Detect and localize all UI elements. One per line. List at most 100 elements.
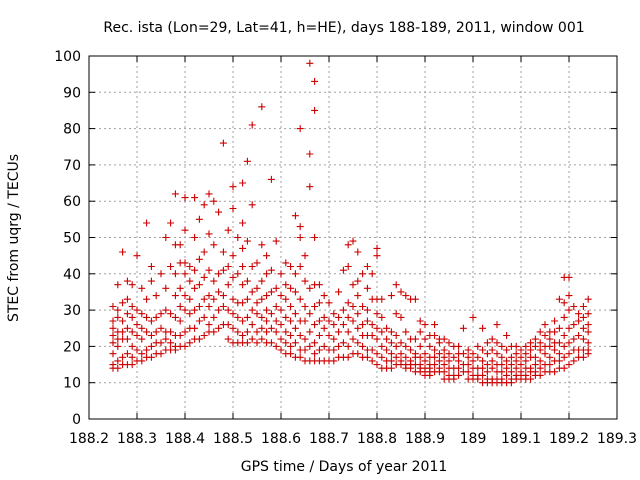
data-point (200, 332, 208, 339)
data-point (301, 277, 309, 285)
x-axis-title: GPS time / Days of year 2011 (241, 459, 448, 475)
data-point (531, 361, 539, 369)
data-point (339, 321, 347, 329)
data-point (239, 332, 247, 339)
data-point (387, 292, 395, 300)
y-tick-label: 10 (63, 376, 81, 392)
data-point (215, 270, 223, 278)
data-point (407, 346, 415, 354)
data-point (171, 313, 179, 321)
data-point (397, 313, 405, 321)
data-point (109, 324, 117, 332)
data-point (560, 342, 568, 350)
data-point (517, 353, 525, 361)
data-point (176, 317, 184, 325)
data-point (248, 335, 256, 343)
data-point (109, 350, 117, 358)
data-point (181, 226, 189, 234)
data-point (191, 266, 199, 274)
data-point (531, 335, 539, 343)
x-tick-label: 189 (460, 431, 487, 447)
data-point (128, 328, 136, 336)
data-point (435, 350, 443, 358)
data-point (263, 270, 271, 278)
data-point (248, 288, 256, 296)
data-point (584, 310, 592, 318)
data-point (219, 139, 227, 147)
data-point (383, 335, 391, 343)
data-point (306, 59, 314, 67)
data-point (498, 375, 506, 383)
data-point (531, 368, 539, 376)
data-point (402, 328, 410, 336)
data-point (181, 270, 189, 278)
data-point (282, 295, 290, 303)
data-point (287, 263, 295, 270)
data-point (373, 244, 381, 252)
x-axis: 188.2 188.3 188.4 188.5 188.6 188.7 188.8 188.9… (69, 56, 637, 447)
data-point (579, 353, 587, 361)
data-point (397, 350, 405, 358)
data-point (392, 310, 400, 318)
data-point (267, 175, 275, 183)
data-point (272, 342, 280, 350)
data-point (243, 277, 251, 285)
data-point (171, 190, 179, 198)
data-point (157, 339, 165, 347)
data-point (507, 353, 515, 361)
data-point (210, 197, 218, 205)
data-point (253, 310, 261, 318)
data-point (138, 350, 146, 358)
data-point (320, 324, 328, 332)
data-point (272, 237, 280, 245)
data-point (263, 292, 271, 300)
data-point (114, 357, 122, 365)
data-point (531, 342, 539, 350)
data-point (229, 295, 237, 303)
data-point (186, 310, 194, 318)
data-point (335, 342, 343, 350)
data-point (522, 357, 530, 365)
data-point (498, 342, 506, 350)
data-point (498, 368, 506, 376)
x-tick-label: 189.3 (597, 431, 637, 447)
data-point (306, 183, 314, 191)
data-point (181, 342, 189, 350)
data-point (195, 281, 203, 289)
data-point (392, 342, 400, 350)
data-point (474, 353, 482, 361)
data-point (291, 212, 299, 220)
data-point (239, 299, 247, 307)
data-point (368, 321, 376, 329)
data-point (512, 350, 520, 358)
data-point (291, 324, 299, 332)
data-point (138, 335, 146, 343)
data-point (162, 234, 170, 241)
data-point (522, 371, 530, 379)
data-point (565, 339, 573, 347)
data-point (253, 284, 261, 292)
data-point (253, 328, 261, 336)
data-point (339, 266, 347, 274)
data-point (565, 273, 573, 281)
data-point (186, 295, 194, 303)
data-point (431, 321, 439, 329)
data-point (527, 339, 535, 347)
data-point (431, 346, 439, 354)
y-axis: 0 10 20 30 40 50 60 70 80 90 100 (54, 49, 617, 428)
data-point (560, 332, 568, 339)
data-point (157, 270, 165, 278)
data-point (315, 281, 323, 289)
data-point (133, 306, 141, 314)
data-point (186, 277, 194, 285)
data-point (138, 310, 146, 318)
data-point (503, 357, 511, 365)
data-point (493, 321, 501, 329)
data-point (546, 353, 554, 361)
data-point (407, 357, 415, 365)
data-point (359, 321, 367, 329)
data-point (311, 106, 319, 114)
data-point (575, 332, 583, 339)
data-point (128, 342, 136, 350)
y-tick-label: 0 (72, 412, 81, 428)
